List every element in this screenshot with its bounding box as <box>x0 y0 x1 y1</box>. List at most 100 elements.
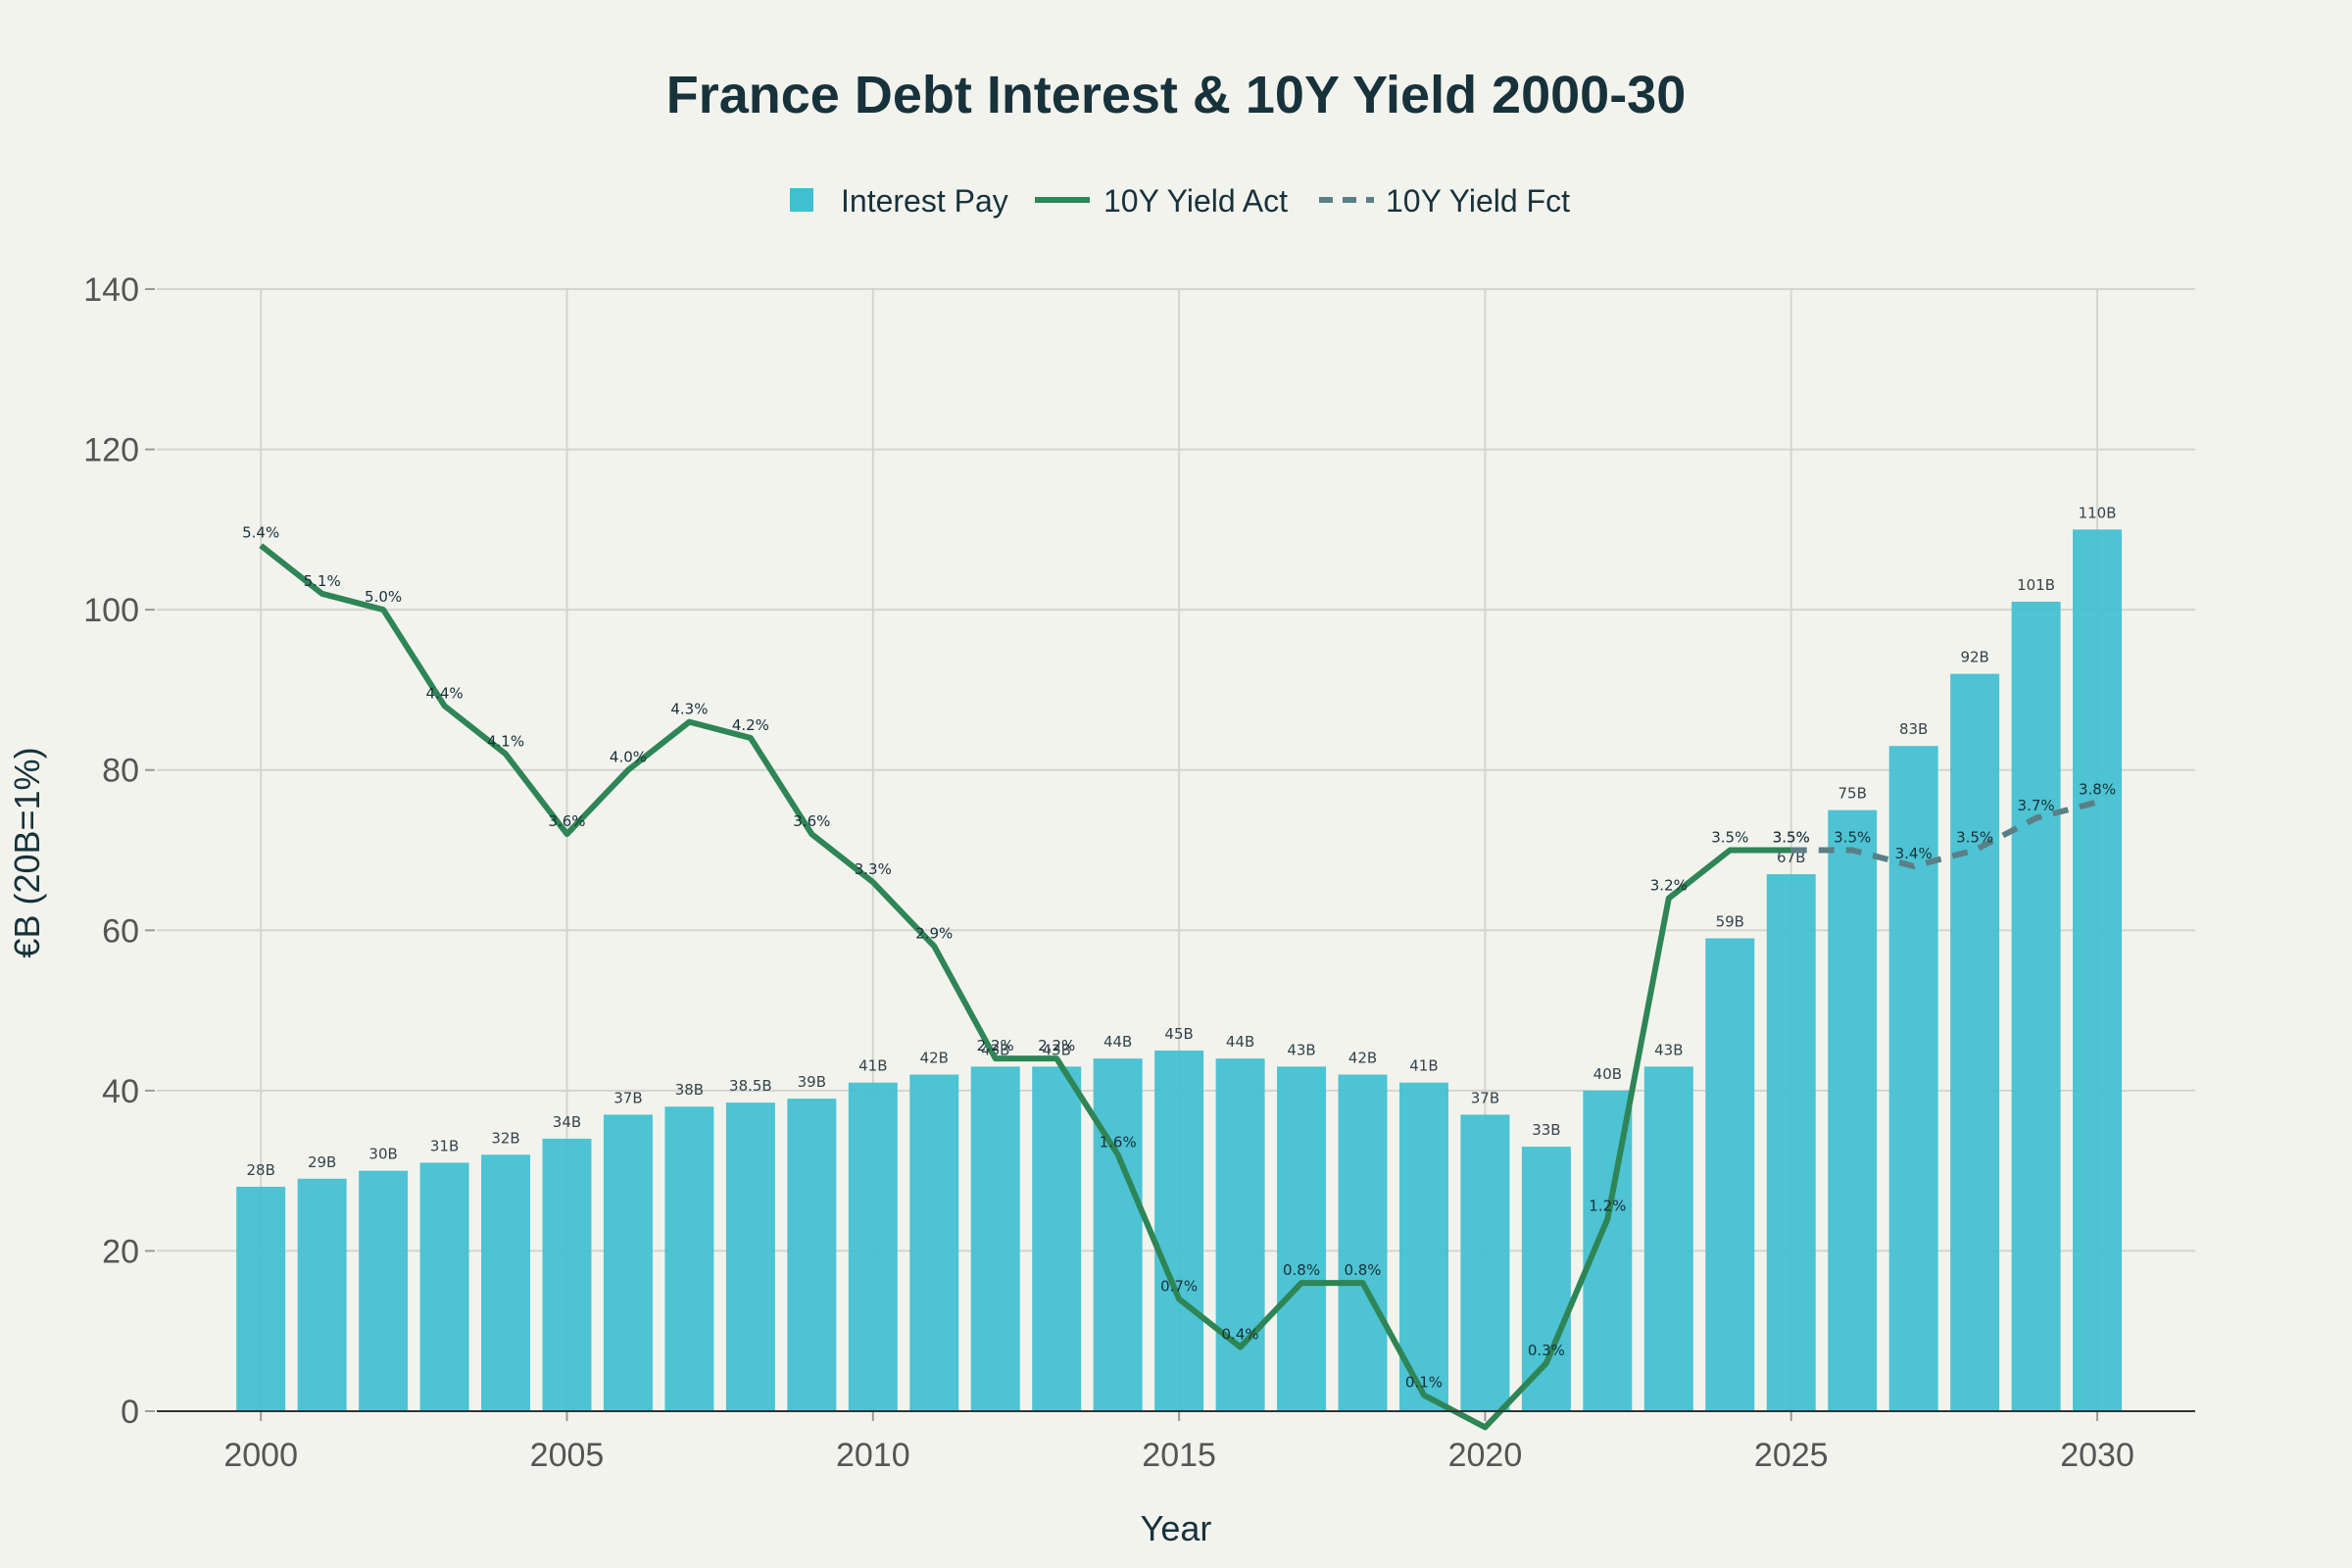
x-axis-title: Year <box>1141 1508 1212 1548</box>
bar-series-interest-pay <box>236 529 2123 1411</box>
bar-value-label: 43B <box>1654 1041 1683 1058</box>
bar-value-label: 41B <box>858 1057 887 1075</box>
bar-interest-pay <box>970 1066 1020 1411</box>
yield-value-label: 3.5% <box>1773 829 1810 847</box>
bar-interest-pay <box>2011 601 2061 1411</box>
x-tick-label: 2020 <box>1448 1437 1523 1474</box>
yield-value-label: 3.4% <box>1895 845 1933 862</box>
bar-value-label: 101B <box>2017 576 2055 594</box>
bar-interest-pay <box>1032 1066 1082 1411</box>
yield-value-label: 0.7% <box>1160 1278 1198 1296</box>
bar-value-label: 92B <box>1960 649 1988 666</box>
bar-value-label: 110B <box>2079 504 2117 521</box>
y-tick-label: 80 <box>102 753 139 790</box>
chart-title: France Debt Interest & 10Y Yield 2000-30 <box>666 66 1687 124</box>
bar-value-label: 28B <box>246 1161 274 1179</box>
bar-value-label: 38B <box>675 1081 704 1099</box>
yield-value-label: 5.0% <box>365 588 402 606</box>
bar-interest-pay <box>1828 809 1878 1411</box>
bar-value-label: 37B <box>613 1089 642 1106</box>
yield-value-label: 3.2% <box>1650 877 1688 895</box>
x-tick-label: 2000 <box>223 1437 298 1474</box>
bar-interest-pay <box>848 1082 898 1411</box>
bar-interest-pay <box>542 1138 592 1411</box>
y-tick-label: 120 <box>83 432 139 469</box>
yield-value-label: 4.4% <box>426 684 464 702</box>
yield-value-label: 5.1% <box>304 572 341 590</box>
yield-value-label: 3.7% <box>2018 797 2055 814</box>
bar-value-label: 29B <box>308 1153 336 1171</box>
bar-interest-pay <box>1093 1058 1143 1411</box>
bar-value-label: 67B <box>1777 849 1805 866</box>
y-tick-label: 40 <box>102 1073 139 1110</box>
y-tick-label: 140 <box>83 271 139 309</box>
bar-interest-pay <box>664 1106 714 1411</box>
bar-interest-pay <box>297 1178 347 1411</box>
yield-lines <box>259 543 2098 1431</box>
bar-interest-pay <box>1398 1082 1448 1411</box>
yield-value-label: 4.2% <box>732 716 769 734</box>
bar-interest-pay <box>909 1074 959 1411</box>
axes: 0 20 40 60 80 100 120 140 2000 2005 2010 2015 2020 20… <box>83 271 2195 1474</box>
bar-interest-pay <box>1460 1114 1510 1411</box>
bar-value-label: 38.5B <box>729 1077 772 1095</box>
bar-interest-pay <box>1277 1066 1327 1411</box>
bar-interest-pay <box>236 1187 286 1411</box>
y-axis-title: €B (20B=1%) <box>7 747 47 957</box>
bar-interest-pay <box>1766 874 1816 1411</box>
x-tick-label: 2030 <box>2060 1437 2134 1474</box>
bar-value-label: 42B <box>920 1050 949 1067</box>
yield-value-label: 3.8% <box>2079 780 2116 798</box>
yield-value-label: 2.2% <box>977 1037 1014 1054</box>
bar-value-label: 43B <box>1043 1041 1071 1058</box>
yield-value-label: 4.1% <box>487 732 524 750</box>
yield-value-label: 0.3% <box>1528 1342 1565 1359</box>
yield-value-label: 3.6% <box>548 812 585 830</box>
yield-value-label: 4.3% <box>670 701 708 718</box>
bar-value-label: 33B <box>1532 1121 1560 1139</box>
yield-value-label: 2.2% <box>1038 1037 1075 1054</box>
bar-interest-pay <box>1705 938 1755 1411</box>
legend-label-yield-act: 10Y Yield Act <box>1103 183 1288 219</box>
bar-interest-pay <box>359 1170 409 1411</box>
yield-value-label: 0.1% <box>1405 1374 1443 1392</box>
bar-labels: 28B 29B 30B 31B 32B 34B 37B 38B 38.5B 39B 41B 42B 43… <box>246 504 2116 1179</box>
bar-value-label: 37B <box>1471 1089 1499 1106</box>
bar-interest-pay <box>481 1154 531 1411</box>
bar-value-label: 59B <box>1716 912 1744 930</box>
bar-value-label: 75B <box>1838 785 1867 803</box>
bar-interest-pay <box>2073 529 2123 1411</box>
yield-value-label: 1.6% <box>1100 1133 1137 1151</box>
bar-value-label: 40B <box>1593 1065 1622 1083</box>
bar-interest-pay <box>725 1102 775 1411</box>
yield-value-label: 1.2% <box>1589 1198 1626 1215</box>
bar-value-label: 45B <box>1164 1025 1193 1043</box>
bar-value-label: 44B <box>1226 1033 1254 1051</box>
yield-labels: 5.4% 5.1% 5.0% 4.4% 4.1% 3.6% 4.0% 4.3% 4.2% 3.6%… <box>242 524 2116 1392</box>
bar-interest-pay <box>1215 1058 1265 1411</box>
x-tick-label: 2005 <box>530 1437 605 1474</box>
bar-value-label: 32B <box>491 1129 519 1147</box>
y-tick-label: 20 <box>102 1233 139 1270</box>
bar-value-label: 41B <box>1409 1057 1438 1075</box>
yield-value-label: 3.6% <box>793 812 830 830</box>
bar-interest-pay <box>419 1162 469 1411</box>
yield-value-label: 3.3% <box>855 860 892 878</box>
yield-value-label: 2.9% <box>915 925 953 943</box>
line-yield-act <box>259 543 1791 1431</box>
y-tick-label: 100 <box>83 592 139 629</box>
bar-value-label: 39B <box>798 1073 826 1091</box>
yield-value-label: 4.0% <box>610 749 647 766</box>
y-tick-label: 60 <box>102 912 139 950</box>
yield-value-label: 3.5% <box>1773 829 1810 847</box>
bar-interest-pay <box>1888 746 1938 1411</box>
bar-interest-pay <box>1643 1066 1693 1411</box>
yield-value-label: 3.5% <box>1956 829 1993 847</box>
legend-label-yield-fct: 10Y Yield Fct <box>1386 183 1570 219</box>
bar-interest-pay <box>603 1114 653 1411</box>
bar-value-label: 43B <box>1287 1041 1315 1058</box>
bar-value-label: 30B <box>368 1146 397 1163</box>
bar-value-label: 83B <box>1899 720 1928 738</box>
yield-value-label: 0.4% <box>1222 1326 1259 1344</box>
